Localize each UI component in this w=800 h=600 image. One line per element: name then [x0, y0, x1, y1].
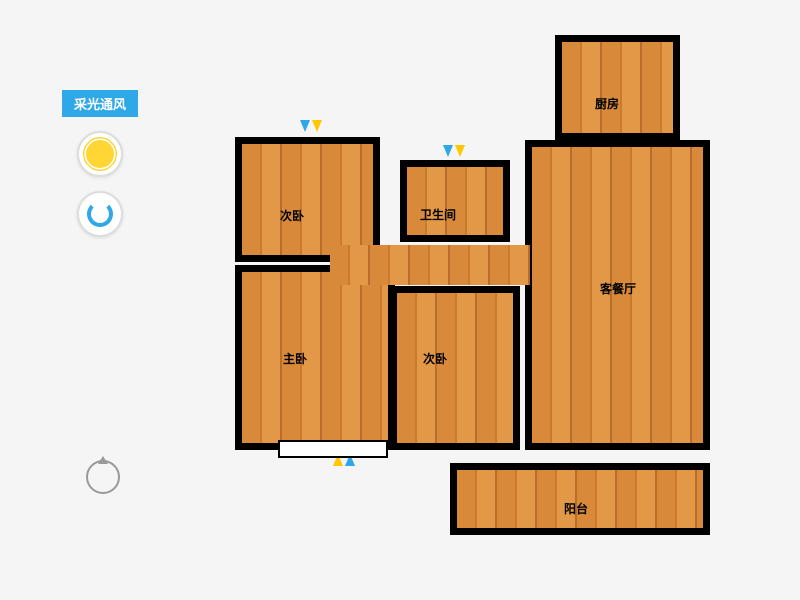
window-0 [278, 440, 388, 458]
sidebar: 采光通风 [50, 90, 150, 237]
vent-arrows-0 [300, 120, 322, 132]
room-label-6: 阳台 [564, 500, 588, 517]
corridor [330, 245, 530, 285]
lighting-badge: 采光通风 [62, 90, 138, 117]
vent-arrows-1 [443, 145, 465, 157]
room-label-2: 卫生间 [420, 206, 456, 223]
room-label-3: 次卧 [423, 350, 447, 367]
room-0 [235, 137, 380, 262]
refresh-icon [87, 201, 113, 227]
refresh-button[interactable] [77, 191, 123, 237]
room-3 [390, 286, 520, 450]
compass-icon [86, 460, 120, 494]
room-6 [450, 463, 710, 535]
room-label-1: 主卧 [283, 350, 307, 367]
room-5 [555, 35, 680, 140]
sun-icon [86, 140, 114, 168]
room-1 [235, 265, 395, 450]
room-label-5: 厨房 [595, 95, 619, 112]
room-2 [400, 160, 510, 242]
sun-button[interactable] [77, 131, 123, 177]
room-label-4: 客餐厅 [600, 280, 636, 297]
room-label-0: 次卧 [280, 207, 304, 224]
